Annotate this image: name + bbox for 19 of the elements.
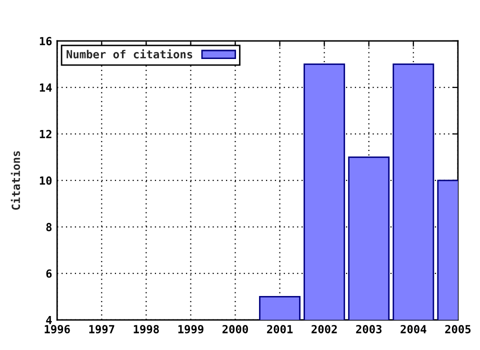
x-tick-label: 1997 xyxy=(89,325,114,334)
x-tick-label: 1999 xyxy=(178,325,204,334)
x-tick-label: 2003 xyxy=(356,324,382,334)
y-axis-title: Citations xyxy=(10,151,20,210)
y-tick-label: 8 xyxy=(46,222,52,232)
x-tick-label: 2000 xyxy=(222,324,248,334)
y-tick-label: 4 xyxy=(46,316,52,324)
y-tick-label: 16 xyxy=(40,36,52,46)
legend-label: Number of citations xyxy=(66,49,192,58)
y-tick-label: 14 xyxy=(40,84,52,92)
x-tick-label: 2005 xyxy=(445,324,471,334)
y-tick-label: 10 xyxy=(40,176,52,185)
y-tick-label: 6 xyxy=(46,269,52,278)
x-tick-label: 2002 xyxy=(312,324,337,334)
x-tick-label: 2004 xyxy=(400,324,426,334)
x-tick-label: 2001 xyxy=(267,324,293,334)
x-tick-label: 1996 xyxy=(44,324,70,334)
x-tick-label: 1998 xyxy=(134,324,159,334)
y-tick-label: 12 xyxy=(40,130,52,138)
